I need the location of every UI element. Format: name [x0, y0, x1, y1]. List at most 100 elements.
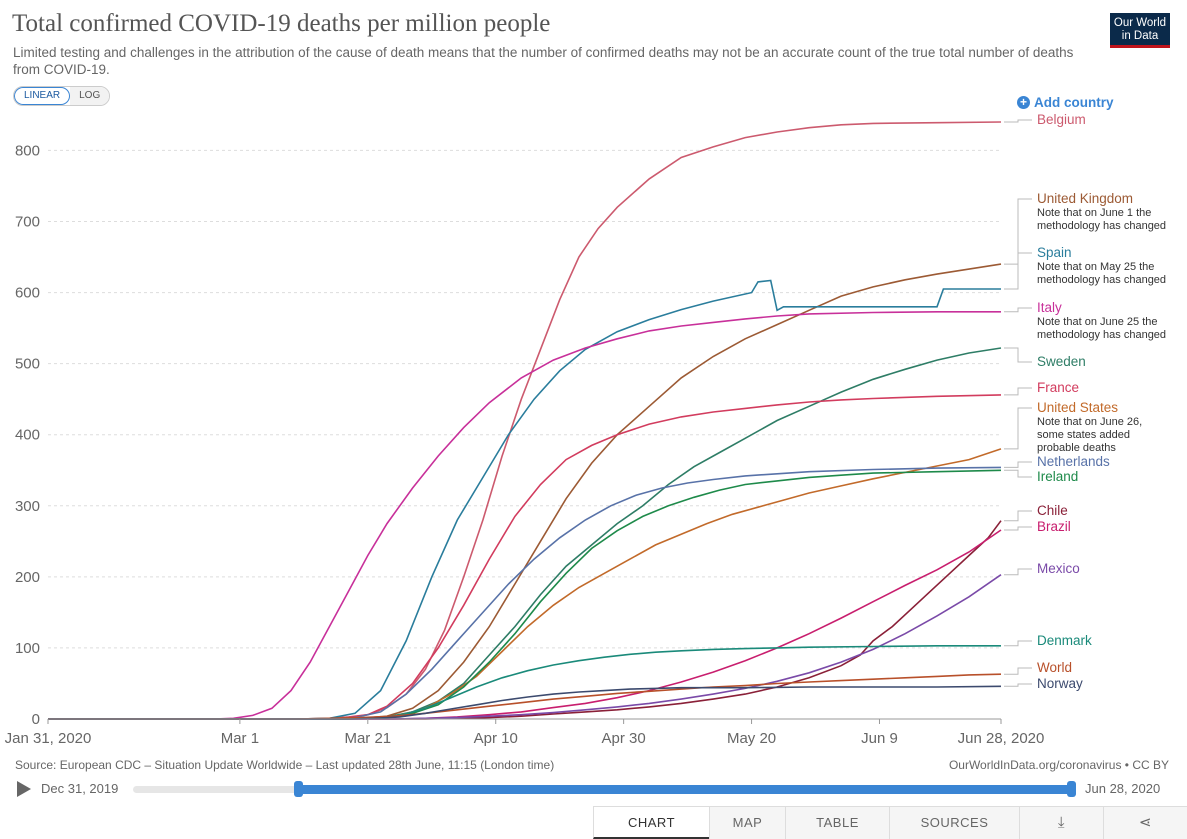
x-tick-label: Mar 21: [344, 730, 391, 747]
series-line: [48, 469, 1002, 720]
y-tick-label: 0: [32, 711, 40, 728]
x-tick-label: Jan 31, 2020: [5, 730, 92, 747]
label-connector: [1004, 307, 1032, 313]
linear-scale-button[interactable]: LINEAR: [14, 87, 71, 105]
series-label: Mexico: [1037, 561, 1080, 576]
label-connector: [1004, 347, 1032, 363]
series-line: [48, 529, 1002, 720]
series-label: Chile: [1037, 503, 1068, 518]
x-tick-label: May 20: [727, 730, 776, 747]
label-connector: [1004, 640, 1032, 647]
y-tick-label: 800: [15, 142, 40, 159]
tab-map[interactable]: MAP: [709, 807, 785, 839]
series-label: Belgium: [1037, 112, 1086, 127]
series-label: Spain: [1037, 245, 1072, 260]
scale-toggle: LINEAR LOG: [13, 86, 111, 106]
series-label: United States: [1037, 400, 1118, 415]
series-label: Sweden: [1037, 354, 1086, 369]
add-country-label: Add country: [1034, 95, 1114, 110]
timeline-end-handle[interactable]: [1067, 781, 1076, 797]
source-note: Source: European CDC – Situation Update …: [15, 758, 555, 772]
series-label: Italy: [1037, 300, 1062, 315]
series-line: [48, 574, 1002, 720]
series-note: Note that on June 26,: [1037, 416, 1142, 428]
series-note: Note that on June 25 the: [1037, 316, 1157, 328]
series-note: some states added: [1037, 429, 1130, 441]
share-icon[interactable]: ⋖: [1103, 807, 1187, 839]
label-connector: [1004, 469, 1032, 478]
y-tick-label: 500: [15, 356, 40, 373]
series-label: Norway: [1037, 676, 1083, 691]
label-connector: [1004, 683, 1032, 687]
y-tick-label: 200: [15, 569, 40, 586]
y-tick-label: 400: [15, 427, 40, 444]
chart-title: Total confirmed COVID-19 deaths per mill…: [12, 10, 551, 37]
plus-circle-icon: +: [1017, 96, 1030, 109]
timeline: Dec 31, 2019 Jun 28, 2020: [0, 776, 1187, 802]
timeline-selected-range[interactable]: [298, 785, 1072, 794]
label-connector: [1004, 198, 1032, 265]
x-tick-label: Apr 30: [602, 730, 646, 747]
tab-chart[interactable]: CHART: [593, 807, 709, 839]
label-connector: [1004, 510, 1032, 522]
y-tick-label: 600: [15, 285, 40, 302]
series-line: [48, 466, 1002, 720]
play-icon[interactable]: [17, 781, 31, 797]
series-line: [48, 347, 1002, 720]
series-label: Netherlands: [1037, 454, 1110, 469]
owid-logo[interactable]: Our World in Data: [1110, 13, 1170, 48]
timeline-end-date: Jun 28, 2020: [1085, 781, 1161, 796]
source-url[interactable]: OurWorldInData.org/coronavirus • CC BY: [948, 758, 1169, 772]
series-line: [48, 520, 1002, 720]
label-connector: [1004, 568, 1032, 576]
series-label: Ireland: [1037, 469, 1078, 484]
x-tick-label: Jun 9: [861, 730, 898, 747]
series-line: [48, 311, 1001, 720]
log-scale-button[interactable]: LOG: [70, 87, 110, 105]
series-label: Denmark: [1037, 633, 1092, 648]
view-tabs: CHART MAP TABLE SOURCES ⤓ ⋖: [593, 806, 1187, 839]
series-note: methodology has changed: [1037, 220, 1166, 232]
series-note: methodology has changed: [1037, 274, 1166, 286]
series-note: Note that on May 25 the: [1037, 261, 1154, 273]
series-note: methodology has changed: [1037, 329, 1166, 341]
chart-subtitle: Limited testing and challenges in the at…: [13, 45, 1074, 77]
series-label: World: [1037, 660, 1072, 675]
series-label: Brazil: [1037, 519, 1071, 534]
x-tick-label: Apr 10: [474, 730, 518, 747]
series-note: Note that on June 1 the: [1037, 207, 1151, 219]
series-line: [48, 448, 1002, 720]
grid: [48, 149, 1001, 720]
tab-table[interactable]: TABLE: [785, 807, 889, 839]
logo-line-2: in Data: [1121, 30, 1159, 42]
series-lines: [48, 121, 1002, 720]
label-connector: [1004, 526, 1032, 531]
axes: 0 100 200 300 400 500 600 700 800 Jan 31, 2020 Mar…: [5, 142, 1045, 747]
label-connector: [1004, 119, 1032, 123]
y-tick-label: 300: [15, 498, 40, 515]
label-connector: [1004, 667, 1032, 675]
download-icon[interactable]: ⤓: [1019, 807, 1103, 839]
series-line: [48, 645, 1001, 720]
label-connector: [1004, 461, 1032, 468]
tab-sources[interactable]: SOURCES: [889, 807, 1019, 839]
series-line: [48, 685, 1002, 720]
y-tick-label: 100: [15, 640, 40, 657]
timeline-start-handle[interactable]: [294, 781, 303, 797]
logo-line-1: Our World: [1113, 17, 1167, 29]
series-note: probable deaths: [1037, 442, 1116, 454]
series-line: [48, 279, 1001, 720]
series-label: United Kingdom: [1037, 191, 1133, 206]
timeline-start-date: Dec 31, 2019: [41, 781, 119, 796]
label-connector: [1004, 407, 1032, 450]
label-connector: [1004, 252, 1032, 290]
series-label: France: [1037, 380, 1079, 395]
series-line: [48, 673, 1002, 720]
label-connector: [1004, 387, 1032, 396]
x-tick-label: Mar 1: [221, 730, 259, 747]
add-country-button[interactable]: + Add country: [1017, 95, 1114, 110]
x-tick-label: Jun 28, 2020: [958, 730, 1045, 747]
y-tick-label: 700: [15, 214, 40, 231]
